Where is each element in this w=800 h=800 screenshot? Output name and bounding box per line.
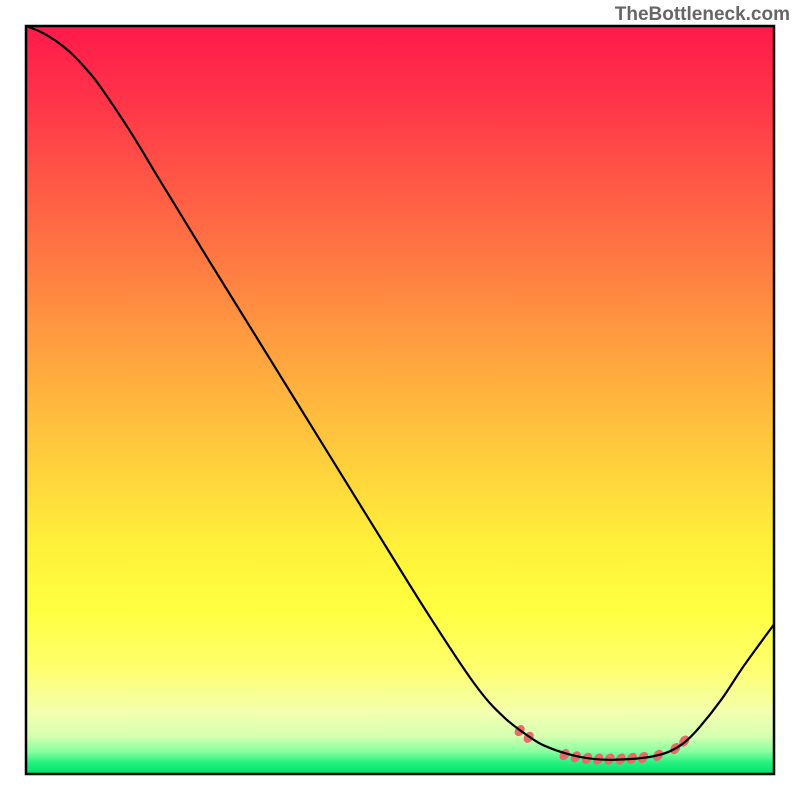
chart-svg <box>0 0 800 800</box>
bottleneck-chart: TheBottleneck.com <box>0 0 800 800</box>
plot-background <box>26 26 774 774</box>
